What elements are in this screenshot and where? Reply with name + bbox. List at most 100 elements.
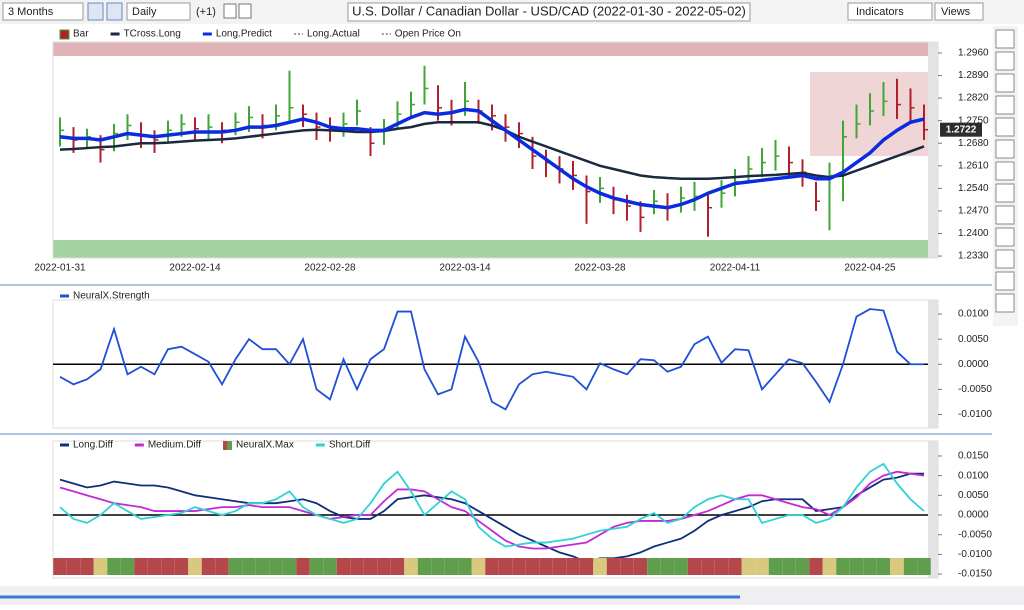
period-text: 3 Months (8, 6, 54, 18)
tool-button (995, 293, 1015, 313)
y-tick-label: 1.2750 (958, 115, 989, 126)
y-tick-label: -0.0100 (958, 549, 992, 560)
state-cell (917, 558, 931, 575)
y-tick-label: 1.2400 (958, 228, 989, 239)
zoom-out[interactable] (106, 2, 123, 21)
price-tag-label: 1.2722 (946, 124, 977, 135)
range-zone (810, 72, 938, 156)
state-cell (498, 558, 513, 575)
interval-select[interactable] (126, 2, 191, 21)
legend-swatch (227, 441, 233, 450)
y-tick-label: -0.0050 (958, 529, 992, 540)
state-cell (242, 558, 256, 575)
y-tick-label: 0.0150 (958, 451, 989, 462)
state-cell (755, 558, 769, 575)
tool-button (995, 271, 1015, 291)
state-cell (53, 558, 67, 575)
tool-button (995, 183, 1015, 203)
axis-strip (928, 42, 938, 258)
tool-button (995, 95, 1015, 115)
state-cell (512, 558, 526, 575)
state-cell (606, 558, 621, 575)
x-tick-label: 2022-04-11 (710, 263, 761, 274)
state-cell (282, 558, 297, 575)
chart-title: U.S. Dollar / Canadian Dollar - USD/CAD … (352, 3, 746, 18)
y-tick-label: 0.0050 (958, 334, 989, 345)
zoom-in[interactable] (87, 2, 104, 21)
tool-button (995, 139, 1015, 159)
state-cell (849, 558, 864, 575)
state-cell (903, 558, 918, 575)
y-tick-label: 1.2470 (958, 206, 989, 217)
y-tick-label: 1.2610 (958, 160, 989, 171)
y-tick-label: 1.2960 (958, 48, 989, 59)
state-cell (161, 558, 175, 575)
series-line (59, 308, 924, 411)
y-tick-label: 1.2680 (958, 138, 989, 149)
indicators-button[interactable] (847, 2, 933, 21)
state-cell (269, 558, 283, 575)
y-tick-label: 1.2890 (958, 70, 989, 81)
tool-button (995, 117, 1015, 137)
legend-label: Long.Predict (216, 29, 272, 40)
y-tick-label: 0.0100 (958, 470, 989, 481)
offset-text: (+1) (196, 6, 216, 18)
x-tick-label: 2022-01-31 (34, 263, 86, 274)
axis-strip (928, 300, 938, 428)
state-cell (134, 558, 148, 575)
series-line (59, 462, 925, 548)
state-cell (701, 558, 715, 575)
state-cell (809, 558, 823, 575)
state-cell (782, 558, 796, 575)
series-line (59, 121, 925, 180)
legend-label: Long.Diff (73, 440, 113, 451)
y-tick-label: 0.0100 (958, 309, 989, 320)
price-tag (940, 122, 982, 137)
state-cell (201, 558, 216, 575)
tool-button (995, 161, 1015, 181)
y-tick-label: 0.0000 (958, 359, 989, 370)
state-cell (404, 558, 418, 575)
interval-text: Daily (132, 6, 157, 18)
tool-button (995, 227, 1015, 247)
state-cell (822, 558, 837, 575)
state-cell (444, 558, 459, 575)
legend-swatch (59, 29, 70, 40)
state-cell (620, 558, 634, 575)
state-cell (390, 558, 405, 575)
state-cell (768, 558, 783, 575)
offset-minus[interactable] (238, 3, 252, 19)
legend-label: NeuralX.Max (236, 440, 294, 451)
axis-strip (928, 441, 938, 578)
legend-label: NeuralX.Strength (73, 291, 150, 302)
state-cell (188, 558, 202, 575)
legend-swatch (223, 441, 228, 450)
y-tick-label: -0.0150 (958, 569, 992, 580)
y-tick-label: -0.0050 (958, 384, 992, 395)
state-cell (66, 558, 81, 575)
state-cell (323, 558, 337, 575)
x-tick-label: 2022-03-14 (439, 263, 491, 274)
state-cell (377, 558, 391, 575)
views-button[interactable] (934, 2, 984, 21)
state-cell (863, 558, 877, 575)
y-tick-label: -0.0100 (958, 409, 992, 420)
state-cell (836, 558, 850, 575)
state-cell (458, 558, 472, 575)
y-tick-label: 1.2540 (958, 183, 989, 194)
state-cell (633, 558, 648, 575)
x-tick-label: 2022-04-25 (844, 263, 896, 274)
series-line (59, 107, 925, 210)
state-cell (890, 558, 904, 575)
title-box (347, 2, 751, 22)
state-cell (107, 558, 121, 575)
state-cell (660, 558, 675, 575)
toolbar: 3 Months Daily (+1) U.S. Dollar / Canadi… (0, 0, 1024, 24)
period-select[interactable] (2, 2, 84, 21)
state-cell (714, 558, 729, 575)
state-cell (471, 558, 486, 575)
state-cell (566, 558, 580, 575)
offset-plus[interactable] (223, 3, 237, 19)
tool-button (995, 249, 1015, 269)
